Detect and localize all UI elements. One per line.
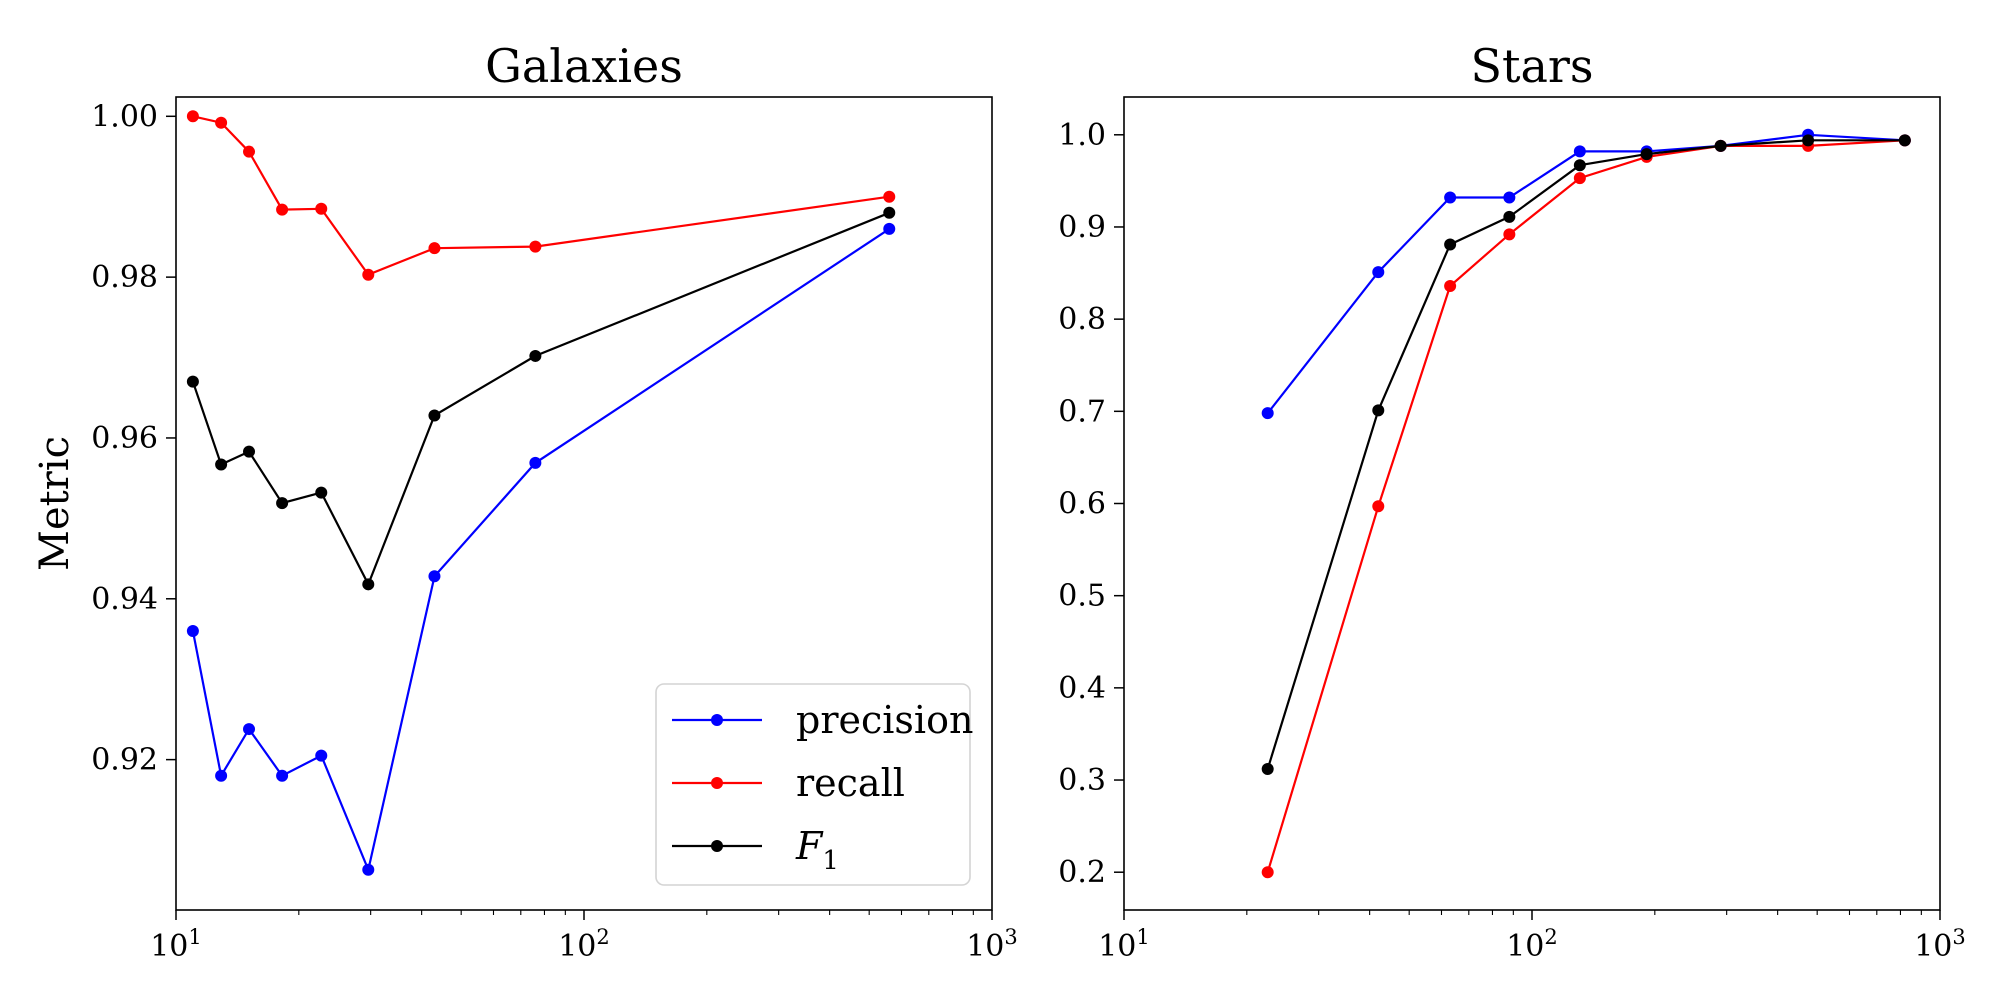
f1-data-point [1898,134,1911,147]
y-tick-label: 0.4 [1058,671,1106,706]
f1-data-point [1573,159,1586,172]
f1-series-line [1266,139,1905,770]
x-tick-label: 102 [1506,925,1558,964]
f1-data-point [1714,139,1727,152]
precision-data-point [186,624,199,637]
f1-data-point [362,578,375,591]
x-tick-label: 102 [558,925,610,964]
recall-data-point [529,240,542,253]
f1-series-line [191,211,890,587]
y-tick-label: 0.9 [1058,210,1106,245]
precision-data-point [1503,191,1516,204]
x-tick-label: 101 [150,925,202,964]
recall-data-point [362,268,375,281]
recall-data-point [215,116,228,129]
recall-data-point [883,190,896,203]
galaxies-chart-panel: Galaxies Metric 101 102 103 0.92 0.94 0.96 0.98 1… [32,39,1018,964]
f1-data-point [1640,148,1653,161]
precision-data-point [276,769,289,782]
f1-data-point [529,349,542,362]
recall-data-point [1444,279,1457,292]
recall-data-point [186,110,199,123]
y-axis-label: Metric [32,436,78,571]
stars-chart-panel: Stars 101 102 103 0.2 0.3 0.4 0.5 0.6 0.7 0.8 0.9 1.… [1058,39,1966,964]
precision-data-point [428,570,441,583]
f1-data-point [883,206,896,219]
chart-title: Galaxies [485,39,683,93]
x-tick-label: 101 [1098,925,1150,964]
f1-data-point [276,497,289,510]
legend-label-precision: precision [796,698,973,742]
recall-data-point [1261,866,1274,879]
y-tick-label: 0.2 [1058,855,1106,890]
recall-data-point [276,203,289,216]
f1-data-point [243,445,256,458]
y-tick-label: 0.98 [91,260,158,295]
recall-data-point [428,242,441,255]
f1-data-point [1261,762,1274,775]
recall-series-line [1266,139,1905,873]
y-tick-label: 0.6 [1058,487,1106,522]
y-tick-label: 0.5 [1058,579,1106,614]
legend-marker-recall [711,777,723,789]
y-tick-label: 1.0 [1058,118,1106,153]
f1-data-point [186,375,199,388]
precision-data-point [215,769,228,782]
y-tick-label: 0.94 [91,582,158,617]
recall-data-point [243,145,256,158]
y-tick-label: 0.7 [1058,394,1106,429]
precision-data-point [243,723,256,736]
f1-data-point [428,409,441,422]
recall-series-line [192,115,890,277]
precision-data-point [1573,145,1586,158]
recall-data-point [1573,172,1586,185]
f1-data-point [215,458,228,471]
axes-frame [1123,96,1941,911]
recall-data-point [315,202,328,215]
f1-data-point [315,486,328,499]
legend-marker-precision [711,714,723,726]
precision-data-point [1261,407,1274,420]
precision-data-point [883,222,896,235]
precision-data-point [1444,191,1457,204]
recall-data-point [1372,500,1385,513]
precision-data-point [529,456,542,469]
axes-frame [175,96,993,911]
recall-data-point [1503,228,1516,241]
legend-marker-f1 [711,840,723,852]
precision-data-point [362,863,375,876]
precision-data-point [315,749,328,762]
x-tick-label: 103 [1914,925,1966,964]
f1-data-point [1372,404,1385,417]
f1-data-point [1503,210,1516,223]
y-tick-label: 0.8 [1058,302,1106,337]
legend: precision recall F1 [655,683,973,886]
f1-data-point [1444,238,1457,251]
y-tick-label: 0.3 [1058,763,1106,798]
precision-data-point [1372,266,1385,279]
legend-box [655,683,971,886]
legend-label-f1: F1 [795,824,839,876]
x-tick-label: 103 [966,925,1018,964]
legend-label-recall: recall [796,761,905,805]
chart-title: Stars [1470,39,1593,93]
y-tick-label: 0.96 [91,421,158,456]
y-tick-label: 0.92 [91,743,158,778]
f1-data-point [1802,134,1815,147]
y-tick-label: 1.00 [91,99,158,134]
